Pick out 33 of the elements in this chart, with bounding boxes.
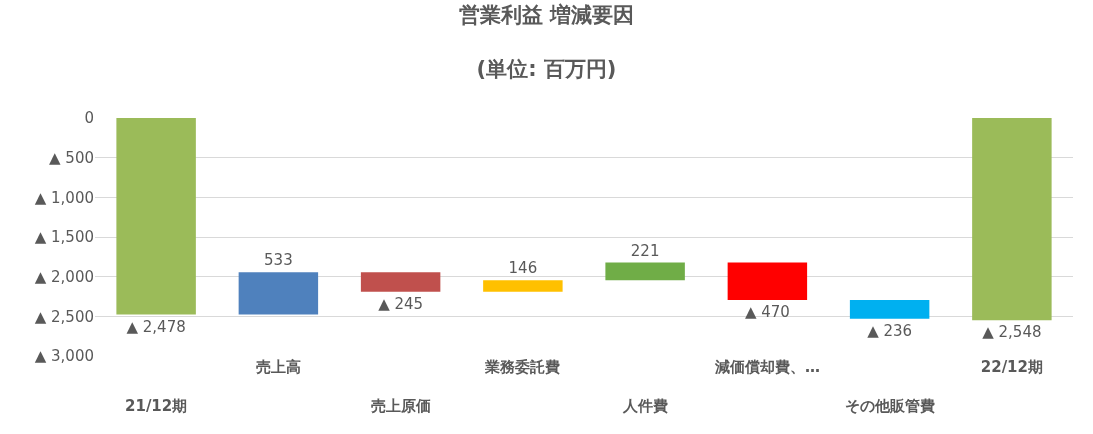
bar: [483, 280, 563, 292]
x-tick-label: 業務委託費: [484, 358, 561, 376]
data-label: ▲ 470: [744, 302, 790, 321]
bar: [972, 118, 1052, 321]
x-tick-label: 減価償却費、…: [713, 358, 820, 376]
x-tick-label: 売上原価: [370, 397, 431, 415]
data-label: ▲ 2,548: [982, 323, 1042, 342]
chart-subtitle: (単位: 百万円): [476, 57, 617, 82]
data-label: ▲ 236: [867, 321, 913, 340]
x-tick-label: 人件費: [621, 397, 668, 415]
data-label: ▲ 245: [378, 294, 424, 313]
y-tick-label: ▲ 500: [49, 148, 94, 167]
bar: [360, 272, 441, 292]
y-tick-label: ▲ 2,000: [34, 267, 94, 286]
chart-title: 営業利益 増減要因: [458, 2, 635, 27]
bar: [605, 262, 685, 281]
y-tick-label: ▲ 1,500: [34, 228, 94, 247]
y-tick-label: ▲ 2,500: [34, 307, 94, 326]
x-tick-label: 売上高: [255, 358, 301, 376]
data-label: 533: [264, 251, 293, 270]
y-tick-label: ▲ 3,000: [34, 347, 94, 366]
y-tick-label: ▲ 1,000: [34, 188, 94, 207]
bar: [116, 118, 196, 315]
data-label: 146: [508, 259, 538, 278]
data-label: ▲ 2,478: [126, 317, 186, 336]
bar: [238, 272, 319, 315]
bar: [849, 299, 930, 319]
bar: [727, 262, 808, 300]
y-tick-label: 0: [84, 109, 94, 128]
x-tick-label: 22/12期: [980, 358, 1043, 376]
x-tick-label: その他販管費: [844, 397, 935, 415]
data-label: 221: [630, 241, 660, 260]
x-tick-label: 21/12期: [125, 397, 188, 415]
